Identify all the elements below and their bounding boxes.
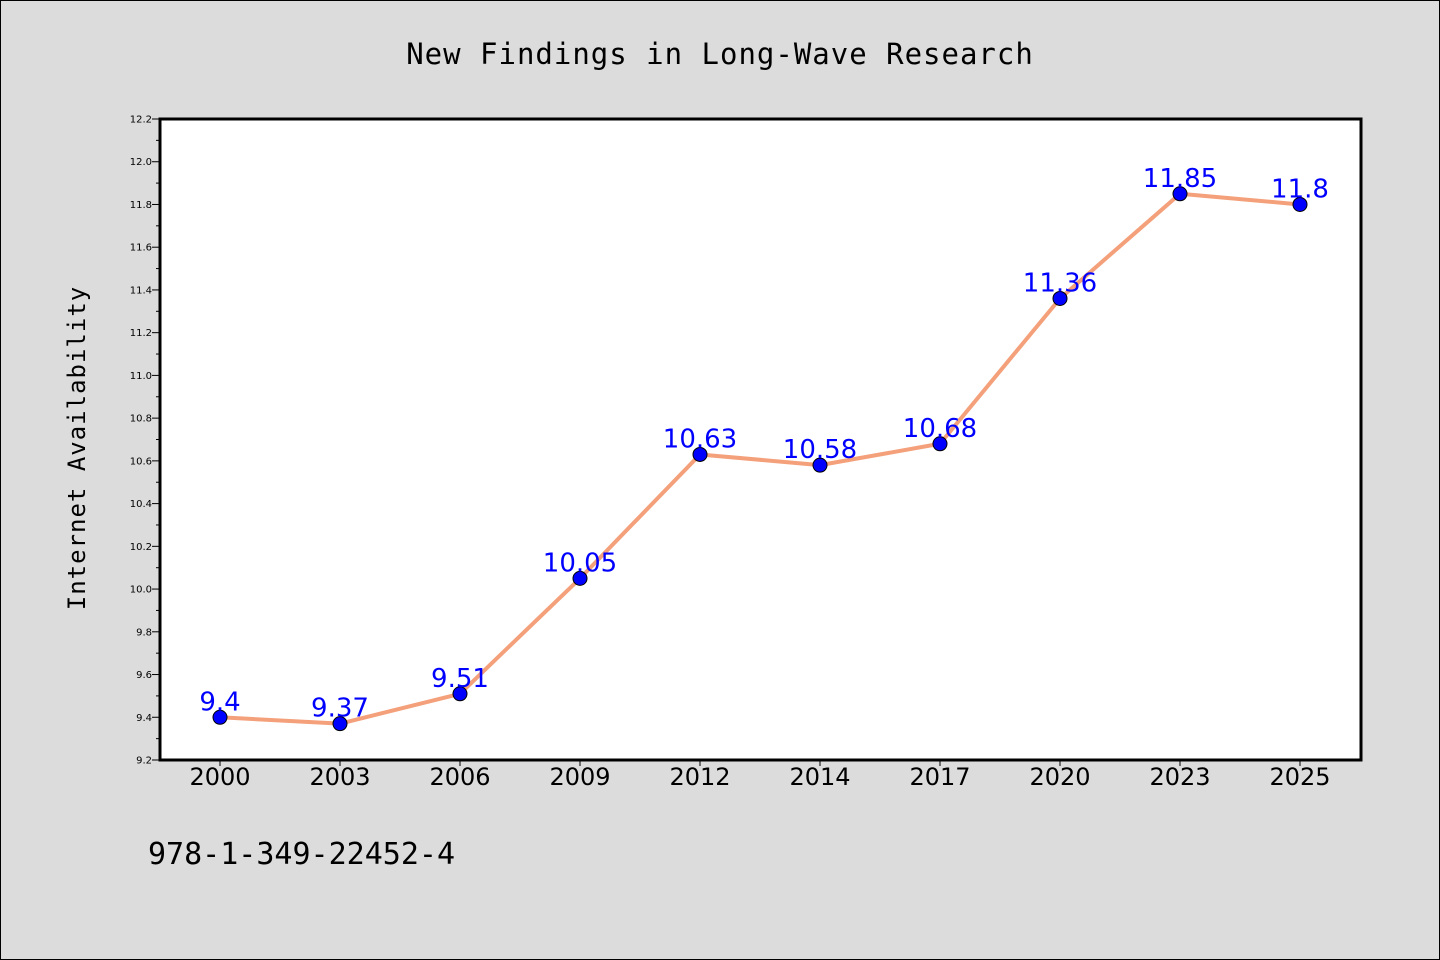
data-label: 10.63 <box>663 424 737 454</box>
data-label: 11.85 <box>1143 164 1217 194</box>
data-point-marker <box>1172 186 1188 202</box>
y-tick-label: 11.2 <box>130 328 152 339</box>
y-tick-label: 12.2 <box>130 115 152 126</box>
y-tick-label: 11.0 <box>130 371 152 382</box>
x-tick-label: 2017 <box>909 763 970 791</box>
y-tick-label: 9.2 <box>136 756 152 767</box>
y-tick-label: 11.8 <box>130 200 152 211</box>
y-tick-label: 10.8 <box>130 414 152 425</box>
data-point-marker <box>212 709 228 725</box>
x-axis: 2000 2003 2006 2009 2012 2014 2017 2020 2023 2025 <box>189 760 1331 791</box>
footnote-isbn: 978-1-349-22452-4 <box>148 837 455 872</box>
y-tick-label: 11.6 <box>130 243 152 254</box>
data-point-marker <box>932 436 948 452</box>
plot-area <box>158 117 1363 762</box>
data-point-marker <box>572 570 588 586</box>
x-tick-label: 2014 <box>789 763 850 791</box>
data-point-marker <box>692 446 708 462</box>
x-tick-label: 2003 <box>309 763 370 791</box>
data-label: 10.05 <box>543 548 617 578</box>
data-point-marker <box>812 457 828 473</box>
data-point-marker <box>1052 290 1068 306</box>
series-line <box>219 191 1301 726</box>
x-tick-label: 2023 <box>1149 763 1210 791</box>
y-tick-label: 10.6 <box>130 456 152 467</box>
data-label: 9.37 <box>311 694 369 724</box>
x-tick-label: 2012 <box>669 763 730 791</box>
data-label: 11.8 <box>1271 174 1329 204</box>
markers-group <box>212 186 1308 732</box>
x-tick-label: 2020 <box>1029 763 1090 791</box>
y-tick-label: 9.8 <box>136 627 152 638</box>
data-label: 9.51 <box>431 664 489 694</box>
data-label: 10.58 <box>783 435 857 465</box>
data-label: 11.36 <box>1023 268 1097 298</box>
x-tick-label: 2009 <box>549 763 610 791</box>
series-line-group <box>219 191 1301 726</box>
chart-title: New Findings in Long-Wave Research <box>406 37 1034 71</box>
y-axis-title: Internet Availability <box>63 286 91 610</box>
y-tick-label: 11.4 <box>130 285 152 296</box>
y-axis: 9.2 9.4 9.6 9.8 10.0 10.2 10.4 10.6 10.8 11.0 11.2… <box>130 115 160 767</box>
data-label: 10.68 <box>903 414 977 444</box>
data-point-marker <box>1292 196 1308 212</box>
y-tick-label: 10.2 <box>130 542 152 553</box>
data-point-marker <box>452 686 468 702</box>
y-tick-label: 10.4 <box>130 499 152 510</box>
data-label: 9.4 <box>199 687 240 717</box>
data-point-marker <box>332 716 348 732</box>
y-tick-label: 10.0 <box>130 585 152 596</box>
y-tick-label: 9.4 <box>136 713 152 724</box>
x-tick-label: 2000 <box>189 763 250 791</box>
y-tick-label: 9.6 <box>136 670 152 681</box>
x-tick-label: 2006 <box>429 763 490 791</box>
y-tick-label: 12.0 <box>130 157 152 168</box>
data-labels-group: 9.4 9.37 9.51 10.05 10.63 10.58 10.68 11.36 11.8… <box>199 164 1329 724</box>
x-tick-label: 2025 <box>1269 763 1330 791</box>
